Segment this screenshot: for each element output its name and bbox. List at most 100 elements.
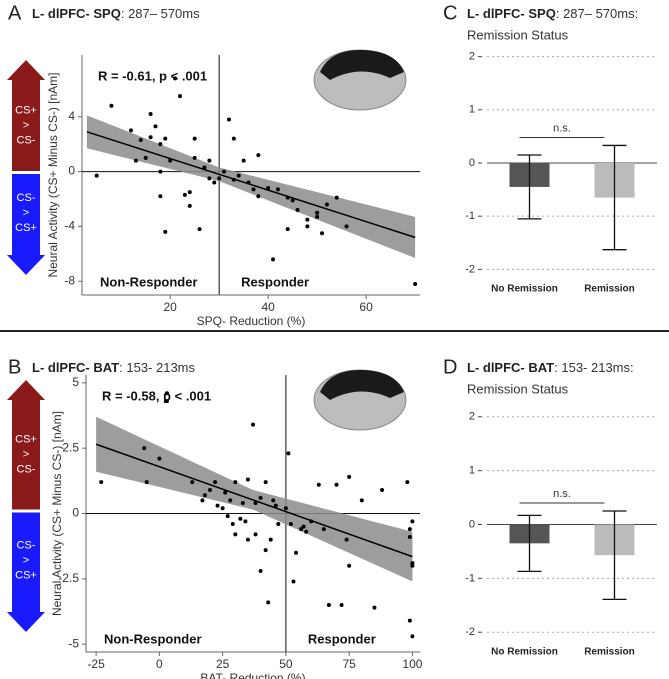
data-point [405, 480, 410, 485]
data-point [263, 480, 268, 485]
data-point [187, 190, 192, 195]
data-point [294, 550, 299, 555]
data-point [320, 231, 325, 236]
data-point [410, 634, 415, 639]
y-axis-label: Neural Activity (CS+ Minus CS-) [nAm] [50, 411, 64, 616]
data-point [295, 207, 300, 212]
arrow-label: > [23, 449, 29, 461]
direction-arrow [7, 60, 45, 171]
data-point [407, 535, 412, 540]
group-label: Responder [241, 274, 309, 289]
group-label: Responder [308, 631, 376, 646]
x-tick-label: 60 [359, 300, 373, 314]
x-tick-label: Remission [584, 284, 635, 295]
x-tick-label: No Remission [491, 647, 558, 658]
y-tick-label: 1 [469, 465, 475, 477]
y-tick-label: -5 [68, 636, 79, 650]
data-point [301, 524, 306, 529]
data-point [410, 563, 415, 568]
arrow-label: CS+ [15, 434, 37, 446]
data-point [158, 194, 163, 199]
data-point [258, 495, 263, 500]
data-point [158, 169, 163, 174]
data-point [256, 153, 261, 158]
data-point [290, 198, 295, 203]
data-point [334, 482, 339, 487]
data-point [413, 282, 418, 287]
data-point [291, 579, 296, 584]
data-point [225, 514, 230, 519]
data-point [258, 568, 263, 573]
x-axis-label: BAT- Reduction (%) [200, 671, 305, 679]
panel-label: C [443, 2, 457, 24]
y-tick-label: 0 [469, 518, 475, 530]
data-point [326, 602, 331, 607]
data-point [168, 158, 173, 163]
panel-label: D [443, 356, 457, 378]
data-point [334, 195, 339, 200]
data-point [271, 498, 276, 503]
chart-title: L- dlPFC- SPQ: 287– 570ms: [467, 6, 638, 21]
stats-annotation: R = -0.58, p < .001 [102, 388, 211, 403]
data-point [220, 506, 225, 511]
data-point [207, 487, 212, 492]
data-point [251, 422, 255, 427]
data-point [207, 176, 212, 181]
arrow-label: > [23, 555, 29, 567]
y-tick-label: 2 [469, 51, 475, 63]
arrow-label: > [23, 119, 29, 131]
data-point [283, 506, 288, 511]
data-point [182, 192, 187, 197]
title-bold: L- dlPFC- BAT [467, 360, 554, 375]
data-point [271, 257, 276, 262]
data-point [230, 521, 235, 526]
data-point [99, 480, 104, 485]
data-point [213, 480, 218, 485]
data-point [266, 600, 271, 605]
y-tick-label: 2.5 [62, 440, 79, 454]
data-point [324, 202, 329, 207]
data-point [245, 537, 250, 542]
data-point [268, 537, 273, 542]
y-tick-label: -8 [64, 273, 75, 287]
significance-label: n.s. [553, 122, 571, 134]
data-point [138, 138, 143, 143]
data-point [231, 177, 236, 182]
title-rest: : 153- 213ms [119, 360, 195, 375]
fit-line [95, 443, 413, 558]
group-label: Non-Responder [104, 631, 202, 646]
confidence-band [86, 115, 416, 258]
title-bold: L- dlPFC- BAT [32, 360, 119, 375]
data-point [407, 527, 412, 532]
data-point [202, 165, 207, 170]
data-point [212, 180, 217, 185]
data-point [245, 477, 250, 482]
data-point [164, 391, 169, 396]
data-point [164, 399, 169, 404]
data-point [243, 519, 248, 524]
x-tick-label: 0 [156, 657, 163, 671]
data-point [285, 195, 290, 200]
data-point [158, 142, 163, 147]
data-point [187, 203, 192, 208]
direction-arrow [7, 174, 45, 275]
data-point [217, 176, 222, 181]
data-point [273, 503, 278, 508]
title-bold: L- dlPFC- SPQ [467, 6, 556, 21]
data-point [238, 516, 243, 521]
y-tick-label: 1 [469, 104, 475, 116]
y-tick-label: -2 [465, 626, 475, 638]
y-tick-label: -1 [465, 210, 475, 222]
data-point [276, 521, 281, 526]
y-tick-label: 5 [72, 375, 79, 389]
data-point [231, 136, 236, 141]
direction-arrow [7, 380, 45, 510]
data-point [305, 224, 310, 229]
data-point [286, 451, 291, 456]
title-rest: : 287– 570ms: [556, 6, 638, 21]
confidence-band [96, 416, 413, 582]
data-point [222, 169, 227, 174]
y-tick-label: -2 [465, 263, 475, 275]
x-tick-label: No Remission [491, 284, 558, 295]
y-axis-label: Neural Activity (CS+ Minus CS-) [nAm] [46, 72, 60, 277]
